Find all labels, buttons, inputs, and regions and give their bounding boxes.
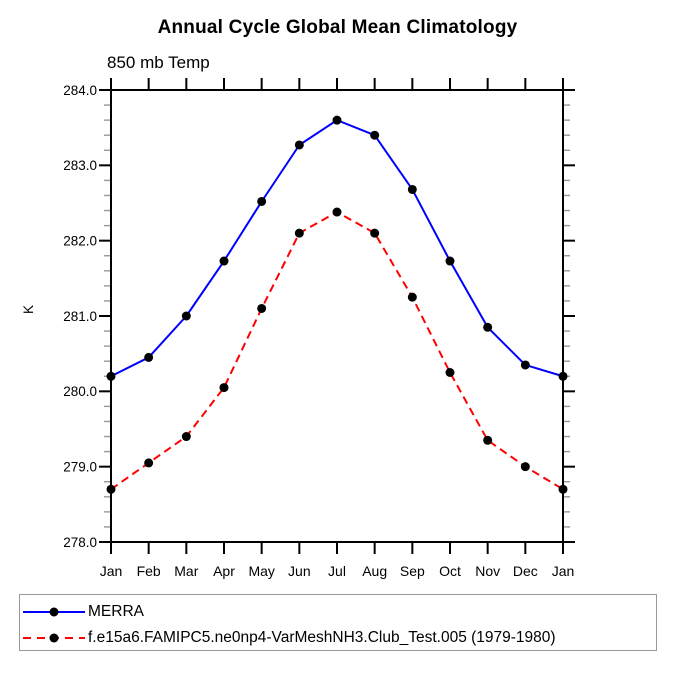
chart-subtitle: 850 mb Temp — [107, 53, 210, 72]
x-tick-label: Jan — [552, 563, 575, 579]
y-tick-label: 278.0 — [63, 535, 97, 550]
y-tick-label: 279.0 — [63, 459, 97, 474]
data-point-marker — [483, 435, 493, 445]
x-tick-label: Feb — [137, 563, 161, 579]
data-point-marker — [520, 462, 530, 472]
y-tick-label: 281.0 — [63, 309, 97, 324]
data-point-marker — [219, 383, 229, 393]
legend-label-model: f.e15a6.FAMIPC5.ne0np4-VarMeshNH3.Club_T… — [88, 629, 556, 646]
x-tick-label: Nov — [475, 563, 500, 579]
data-point-marker — [332, 207, 342, 217]
data-point-marker — [106, 371, 116, 381]
legend-dot-sample — [49, 607, 59, 617]
data-point-marker — [407, 184, 417, 194]
data-point-marker — [483, 322, 493, 332]
legend-item-model: f.e15a6.FAMIPC5.ne0np4-VarMeshNH3.Club_T… — [20, 625, 656, 651]
data-point-marker — [407, 292, 417, 302]
data-point-marker — [294, 228, 304, 238]
model-line-swatch-icon — [23, 633, 85, 643]
data-point-marker — [181, 311, 191, 321]
data-point-marker — [144, 352, 154, 362]
x-tick-label: Jul — [328, 563, 346, 579]
series-line-0 — [110, 119, 564, 378]
y-tick-label: 283.0 — [63, 158, 97, 173]
data-point-marker — [219, 256, 229, 266]
x-tick-label: Dec — [513, 563, 538, 579]
data-point-marker — [332, 115, 342, 125]
data-point-marker — [370, 228, 380, 238]
legend-box: MERRA f.e15a6.FAMIPC5.ne0np4-VarMeshNH3.… — [19, 594, 657, 651]
x-tick-label: Oct — [439, 563, 461, 579]
data-point-marker — [144, 458, 154, 468]
series-line-1 — [110, 211, 564, 491]
x-tick-label: Jun — [288, 563, 311, 579]
x-tick-label: Sep — [400, 563, 425, 579]
axis-frame — [110, 89, 564, 543]
data-point-marker — [445, 368, 455, 377]
x-tick-label: May — [248, 563, 274, 579]
legend-label-merra: MERRA — [88, 603, 144, 620]
x-tick-label: Apr — [213, 563, 235, 579]
y-tick-label: 280.0 — [63, 384, 97, 399]
data-point-marker — [257, 196, 267, 206]
data-point-marker — [370, 130, 380, 140]
data-point-marker — [558, 484, 568, 494]
data-point-marker — [520, 360, 530, 370]
x-tick-label: Jan — [100, 563, 123, 579]
data-point-marker — [181, 432, 191, 442]
data-point-marker — [106, 484, 116, 494]
data-point-marker — [445, 256, 455, 266]
x-tick-label: Mar — [174, 563, 198, 579]
legend-dot-sample — [49, 633, 59, 643]
chart-title: Annual Cycle Global Mean Climatology — [157, 17, 518, 38]
data-point-marker — [294, 140, 304, 150]
legend-item-merra: MERRA — [20, 599, 656, 625]
y-tick-label: 282.0 — [63, 233, 97, 248]
data-point-marker — [558, 371, 568, 381]
merra-line-swatch-icon — [23, 607, 85, 617]
x-tick-label: Aug — [362, 563, 387, 579]
y-tick-label: 284.0 — [63, 83, 97, 98]
data-point-marker — [257, 303, 267, 313]
